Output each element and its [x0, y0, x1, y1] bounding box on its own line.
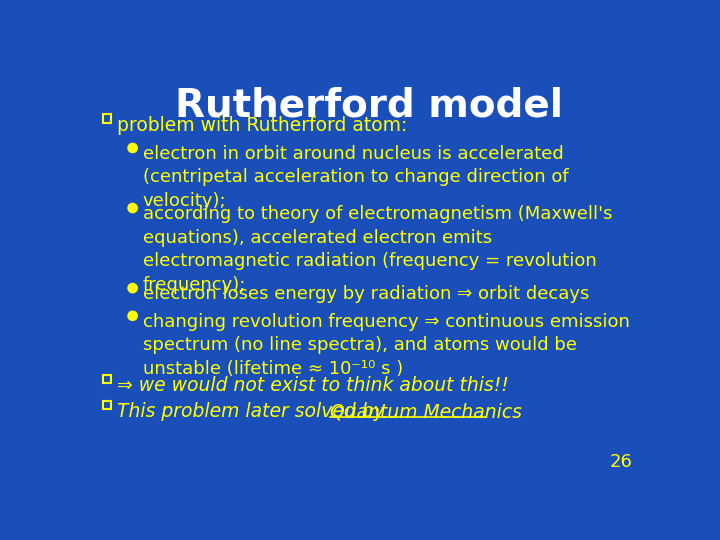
Bar: [103, 401, 112, 409]
Bar: [103, 114, 112, 123]
Text: 26: 26: [610, 454, 632, 471]
Text: electron in orbit around nucleus is accelerated
(centripetal acceleration to cha: electron in orbit around nucleus is acce…: [143, 145, 568, 210]
Text: Quantum Mechanics: Quantum Mechanics: [330, 402, 522, 421]
Text: This problem later solved by: This problem later solved by: [117, 402, 391, 421]
Bar: [103, 375, 112, 383]
Circle shape: [128, 284, 138, 293]
Text: problem with Rutherford atom:: problem with Rutherford atom:: [117, 116, 408, 134]
Text: changing revolution frequency ⇒ continuous emission
spectrum (no line spectra), : changing revolution frequency ⇒ continuo…: [143, 313, 629, 378]
Circle shape: [128, 311, 138, 320]
Text: ⇒ we would not exist to think about this!!: ⇒ we would not exist to think about this…: [117, 376, 509, 395]
Text: Rutherford model: Rutherford model: [175, 86, 563, 124]
Text: according to theory of electromagnetism (Maxwell's
equations), accelerated elect: according to theory of electromagnetism …: [143, 205, 612, 294]
Text: electron loses energy by radiation ⇒ orbit decays: electron loses energy by radiation ⇒ orb…: [143, 285, 589, 303]
Circle shape: [128, 204, 138, 213]
Circle shape: [128, 143, 138, 153]
